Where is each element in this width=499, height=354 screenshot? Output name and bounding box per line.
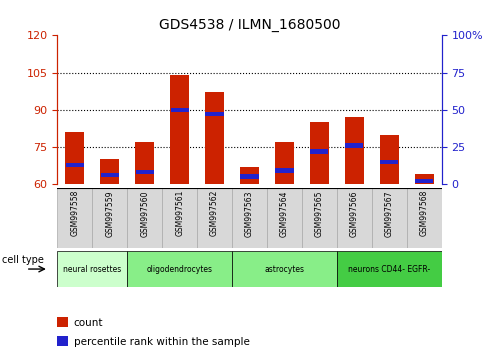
Bar [232, 251, 337, 287]
Bar [275, 142, 294, 184]
Bar [407, 188, 442, 248]
Bar [337, 188, 372, 248]
Text: GSM997564: GSM997564 [280, 190, 289, 236]
Bar [136, 170, 154, 175]
Bar [206, 112, 224, 116]
Bar [92, 188, 127, 248]
Bar [66, 162, 84, 167]
Text: percentile rank within the sample: percentile rank within the sample [73, 337, 250, 347]
Bar [241, 175, 258, 179]
Bar [57, 336, 68, 346]
Text: GSM997563: GSM997563 [245, 190, 254, 236]
Bar [380, 160, 398, 164]
Bar [415, 174, 434, 184]
Bar [57, 317, 68, 327]
Bar [101, 173, 119, 177]
Bar [57, 251, 127, 287]
Text: GSM997568: GSM997568 [420, 190, 429, 236]
Bar [275, 169, 293, 173]
Bar [100, 159, 119, 184]
Bar [267, 188, 302, 248]
Bar [57, 188, 92, 248]
Text: GSM997558: GSM997558 [70, 190, 79, 236]
Text: GSM997565: GSM997565 [315, 190, 324, 236]
Bar [170, 75, 189, 184]
Text: GSM997562: GSM997562 [210, 190, 219, 236]
Text: neural rosettes: neural rosettes [63, 264, 121, 274]
Bar [135, 142, 154, 184]
Text: GSM997566: GSM997566 [350, 190, 359, 236]
Bar [310, 149, 328, 154]
Text: GSM997561: GSM997561 [175, 190, 184, 236]
Bar [380, 135, 399, 184]
Bar [65, 132, 84, 184]
Text: oligodendrocytes: oligodendrocytes [147, 264, 213, 274]
Bar [310, 122, 329, 184]
Text: astrocytes: astrocytes [264, 264, 304, 274]
Bar [127, 251, 232, 287]
Bar [415, 179, 433, 183]
Text: cell type: cell type [2, 255, 44, 265]
Text: GSM997567: GSM997567 [385, 190, 394, 236]
Bar [240, 167, 259, 184]
Text: GSM997559: GSM997559 [105, 190, 114, 236]
Bar [372, 188, 407, 248]
Bar [197, 188, 232, 248]
Text: neurons CD44- EGFR-: neurons CD44- EGFR- [348, 264, 430, 274]
Bar [337, 251, 442, 287]
Bar [302, 188, 337, 248]
Bar [205, 92, 224, 184]
Title: GDS4538 / ILMN_1680500: GDS4538 / ILMN_1680500 [159, 18, 340, 32]
Bar [232, 188, 267, 248]
Text: count: count [73, 318, 103, 328]
Bar [171, 108, 189, 112]
Bar [345, 143, 363, 148]
Text: GSM997560: GSM997560 [140, 190, 149, 236]
Bar [345, 117, 364, 184]
Bar [162, 188, 197, 248]
Bar [127, 188, 162, 248]
